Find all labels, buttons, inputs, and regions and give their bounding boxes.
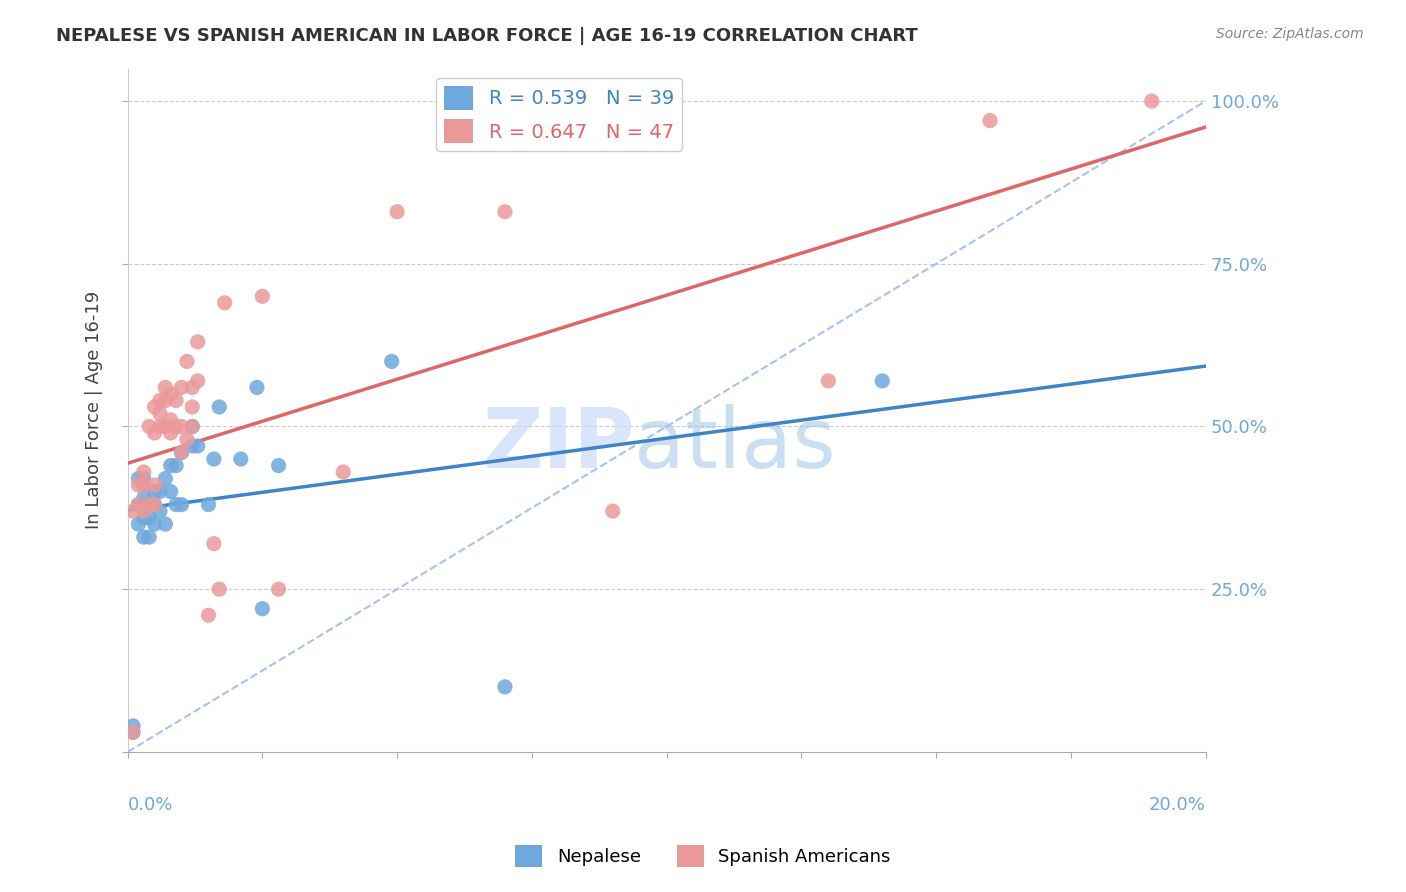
Point [176,354,198,368]
Point [385,204,408,219]
Point [870,374,893,388]
Point [127,517,149,532]
Point [202,452,225,467]
Point [143,517,166,532]
Point [229,452,252,467]
Point [979,113,1001,128]
Point [165,458,187,473]
Point [155,380,177,394]
Legend: Nepalese, Spanish Americans: Nepalese, Spanish Americans [508,838,898,874]
Point [122,719,145,733]
Text: Source: ZipAtlas.com: Source: ZipAtlas.com [1216,27,1364,41]
Point [149,393,172,408]
Point [132,465,155,479]
Point [143,400,166,414]
Point [138,530,160,544]
Point [381,354,404,368]
Point [143,498,166,512]
Point [602,504,624,518]
Text: NEPALESE VS SPANISH AMERICAN IN LABOR FORCE | AGE 16-19 CORRELATION CHART: NEPALESE VS SPANISH AMERICAN IN LABOR FO… [56,27,918,45]
Point [143,498,166,512]
Point [197,608,219,623]
Text: 0.0%: 0.0% [128,797,173,814]
Point [155,517,177,532]
Point [127,478,149,492]
Legend: R = 0.539   N = 39, R = 0.647   N = 47: R = 0.539 N = 39, R = 0.647 N = 47 [436,78,682,151]
Point [127,498,149,512]
Point [138,510,160,524]
Point [138,419,160,434]
Point [149,484,172,499]
Point [170,419,193,434]
Point [149,504,172,518]
Point [127,471,149,485]
Point [187,374,209,388]
Point [214,295,236,310]
Point [332,465,354,479]
Text: atlas: atlas [634,404,837,485]
Point [159,458,181,473]
Point [132,530,155,544]
Point [143,484,166,499]
Point [197,498,219,512]
Point [246,380,269,394]
Point [149,407,172,421]
Point [155,471,177,485]
Point [132,504,155,518]
Point [165,419,187,434]
Point [494,680,516,694]
Point [138,498,160,512]
Point [202,536,225,550]
Y-axis label: In Labor Force | Age 16-19: In Labor Force | Age 16-19 [86,291,103,529]
Point [143,478,166,492]
Point [127,498,149,512]
Point [143,425,166,440]
Point [132,491,155,505]
Point [181,380,204,394]
Point [1140,94,1163,108]
Point [208,400,231,414]
Point [252,601,274,615]
Point [267,582,290,597]
Point [159,387,181,401]
Point [132,478,155,492]
Point [159,484,181,499]
Point [149,419,172,434]
Point [176,433,198,447]
Point [170,445,193,459]
Point [155,419,177,434]
Point [208,582,231,597]
Point [122,725,145,739]
Point [132,471,155,485]
Point [170,498,193,512]
Point [267,458,290,473]
Point [187,439,209,453]
Point [159,413,181,427]
Point [181,400,204,414]
Point [122,504,145,518]
Point [165,498,187,512]
Point [181,419,204,434]
Text: ZIP: ZIP [482,404,634,485]
Point [181,439,204,453]
Point [817,374,839,388]
Point [165,393,187,408]
Point [138,498,160,512]
Point [132,478,155,492]
Point [252,289,274,303]
Point [155,393,177,408]
Point [181,419,204,434]
Point [494,204,516,219]
Point [159,425,181,440]
Point [132,510,155,524]
Point [170,445,193,459]
Point [170,380,193,394]
Text: 20.0%: 20.0% [1149,797,1206,814]
Point [187,334,209,349]
Point [122,725,145,739]
